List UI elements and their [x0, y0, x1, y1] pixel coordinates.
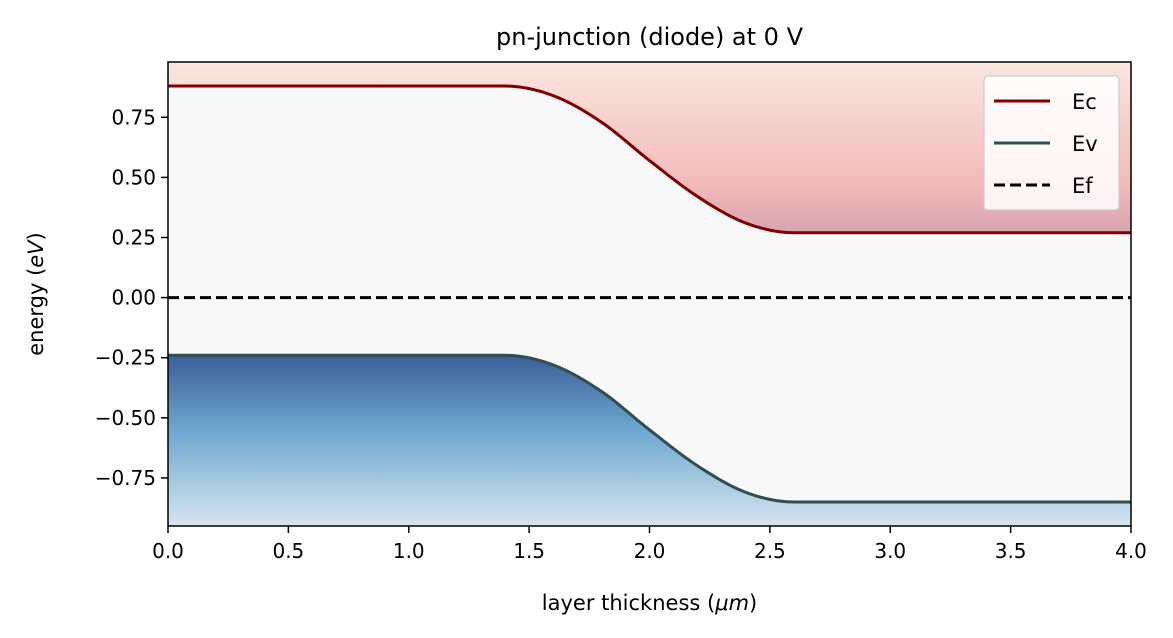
series-group [168, 84, 1131, 504]
legend: Ec Ev Ef [983, 75, 1120, 211]
legend-label: Ev [1072, 132, 1098, 156]
x-tick-label: 4.0 [1115, 539, 1147, 563]
y-tick-label: −0.75 [95, 466, 156, 490]
series-line-ec [168, 84, 1131, 235]
y-tick-label: 0.00 [111, 286, 156, 310]
legend-item-ef: Ef [994, 174, 1093, 198]
x-tick-label: 2.0 [634, 539, 666, 563]
x-axis-ticks: 0.0 0.5 1.0 1.5 2.0 2.5 3.0 3.5 4.0 [152, 526, 1147, 563]
x-axis-label: layer thickness (μm) [542, 591, 757, 615]
y-tick-label: −0.50 [95, 406, 156, 430]
y-tick-label: 0.25 [111, 226, 156, 250]
x-tick-label: 0.5 [272, 539, 304, 563]
legend-item-ev: Ev [994, 132, 1098, 156]
y-axis-label: energy (eV) [24, 232, 48, 356]
legend-label: Ef [1072, 174, 1093, 198]
y-tick-label: −0.25 [95, 346, 156, 370]
legend-label: Ec [1072, 90, 1097, 114]
x-tick-label: 3.0 [874, 539, 906, 563]
chart-title: pn-junction (diode) at 0 V [496, 23, 804, 51]
conduction-band-fill [168, 62, 1131, 233]
legend-box [983, 75, 1120, 211]
x-tick-label: 1.0 [393, 539, 425, 563]
x-tick-label: 1.5 [513, 539, 545, 563]
valence-band-fill [168, 355, 1131, 526]
x-tick-label: 0.0 [152, 539, 184, 563]
y-tick-label: 0.75 [111, 105, 156, 129]
x-tick-label: 3.5 [995, 539, 1027, 563]
x-tick-label: 2.5 [754, 539, 786, 563]
y-tick-label: 0.50 [111, 165, 156, 189]
legend-item-ec: Ec [994, 90, 1097, 114]
y-axis-ticks: 0.75 0.50 0.25 0.00 −0.25 −0.50 −0.75 [95, 105, 168, 490]
series-line-ev [168, 353, 1131, 504]
